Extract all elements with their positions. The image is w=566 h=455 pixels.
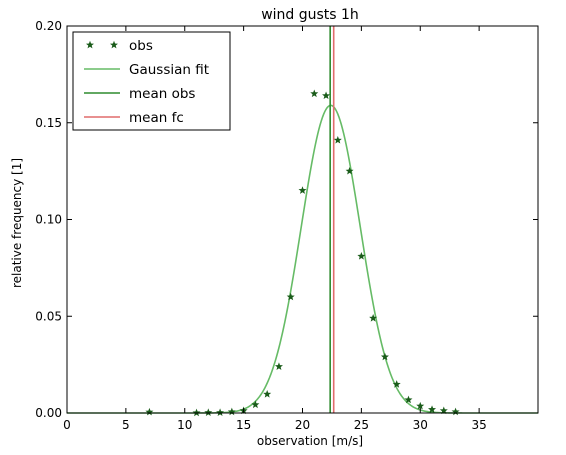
obs-point xyxy=(451,407,460,416)
legend-obs-marker xyxy=(110,40,118,49)
obs-point xyxy=(439,406,448,415)
plot-area: 0 5 10 15 20 25 30 35 0.00 0.05 0.10 0.15 0.20 xyxy=(35,19,539,432)
x-axis-label: observation [m/s] xyxy=(257,434,363,448)
obs-point xyxy=(380,352,389,361)
obs-point xyxy=(286,292,295,301)
obs-point xyxy=(204,408,213,417)
obs-point xyxy=(428,405,437,413)
obs-point xyxy=(227,407,236,416)
gaussian-fit-line xyxy=(67,104,538,414)
obs-point xyxy=(274,362,283,370)
obs-point xyxy=(322,91,331,100)
legend-box xyxy=(72,31,231,131)
obs-point xyxy=(369,313,378,322)
y-tick-label: 0.15 xyxy=(35,116,62,130)
y-axis-label: relative frequency [1] xyxy=(10,158,24,288)
obs-point xyxy=(298,186,307,194)
y-tick-label: 0.00 xyxy=(35,406,62,420)
y-tick-label: 0.05 xyxy=(35,309,62,323)
obs-point xyxy=(192,408,201,417)
legend-label: Gaussian fit xyxy=(129,62,209,78)
x-tick-label: 15 xyxy=(236,418,251,432)
obs-point xyxy=(251,400,260,409)
x-tick-label: 5 xyxy=(122,418,130,432)
obs-point xyxy=(145,407,154,416)
obs-point xyxy=(404,395,413,404)
chart-title: wind gusts 1h xyxy=(261,7,359,23)
x-tick-label: 10 xyxy=(177,418,192,432)
y-tick-label: 0.20 xyxy=(35,19,62,33)
x-tick-label: 25 xyxy=(354,418,369,432)
obs-point xyxy=(345,166,354,175)
x-tick-label: 20 xyxy=(295,418,310,432)
x-tick-label: 0 xyxy=(63,418,71,432)
legend-label: obs xyxy=(129,38,153,54)
obs-point xyxy=(392,380,401,388)
legend: obs Gaussian fit mean obs mean fc xyxy=(72,31,231,131)
x-tick-label: 35 xyxy=(471,418,486,432)
legend-label: mean fc xyxy=(129,110,184,126)
legend-label: mean obs xyxy=(129,86,195,102)
obs-point xyxy=(416,401,425,410)
x-tick-label: 30 xyxy=(413,418,428,432)
y-tick-label: 0.10 xyxy=(35,213,62,227)
legend-obs-marker xyxy=(86,40,94,49)
obs-point xyxy=(263,390,272,398)
obs-point xyxy=(333,135,342,144)
obs-point xyxy=(310,89,319,98)
obs-point xyxy=(357,252,366,260)
obs-point xyxy=(216,408,225,417)
